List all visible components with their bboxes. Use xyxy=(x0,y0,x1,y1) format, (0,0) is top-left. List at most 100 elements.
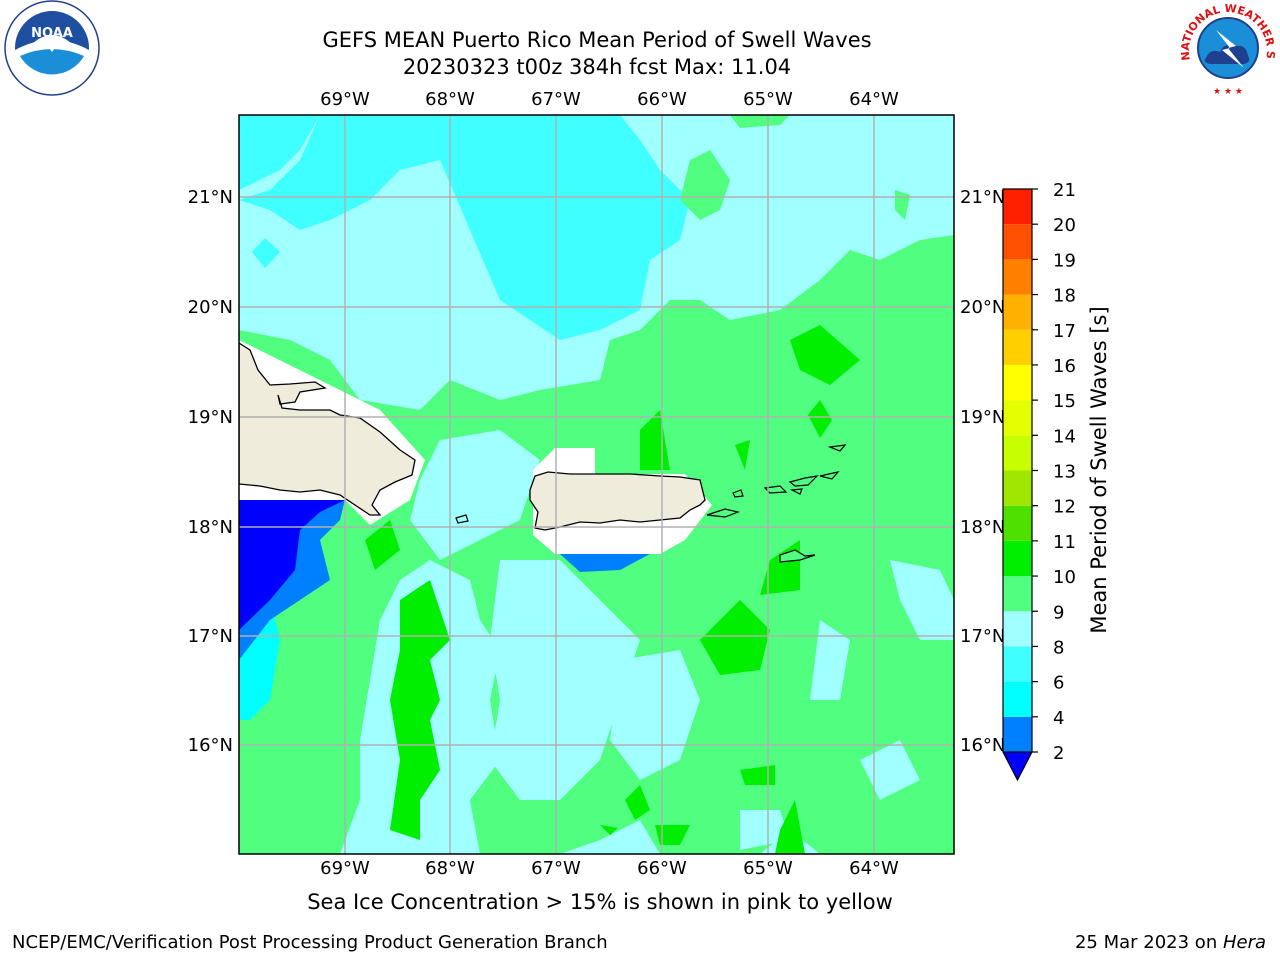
colorbar-tick-label: 13 xyxy=(1053,462,1076,483)
colorbar-band xyxy=(1003,189,1032,225)
colorbar-band xyxy=(1003,294,1032,330)
colorbar: 2 4 6 8 9 10 11 12 13 14 15 16 17 18 19 20 21 xyxy=(1002,180,1076,782)
lat-label: 19°N xyxy=(188,407,233,428)
island xyxy=(732,489,744,498)
contour-8-9 xyxy=(610,650,700,780)
lon-label: 69°W xyxy=(320,89,370,110)
colorbar-band xyxy=(1003,400,1032,436)
colorbar-extension xyxy=(1002,751,1033,782)
colorbar-band xyxy=(1003,329,1032,365)
colorbar-band xyxy=(1003,681,1032,717)
contour-6-8 xyxy=(239,115,690,340)
colorbar-tick-label: 16 xyxy=(1053,356,1076,377)
colorbar-tick-label: 9 xyxy=(1053,602,1064,623)
island xyxy=(789,488,803,495)
contour-10-11 xyxy=(700,600,770,675)
contour-8-9 xyxy=(740,810,790,850)
contour-below-2 xyxy=(239,500,345,630)
lat-label: 18°N xyxy=(960,517,1005,538)
colorbar-tick-label: 20 xyxy=(1053,215,1076,236)
colorbar-band xyxy=(1003,224,1032,260)
contour-10-11 xyxy=(775,800,805,854)
lon-labels-bottom: 69°W 68°W 67°W 66°W 65°W 64°W xyxy=(320,858,899,879)
lon-label: 64°W xyxy=(849,89,899,110)
contour-10-11 xyxy=(790,325,860,385)
lon-label: 65°W xyxy=(743,858,793,879)
island xyxy=(779,549,816,563)
contour-10-11 xyxy=(390,580,450,840)
graticule xyxy=(239,115,954,854)
contour-field xyxy=(239,115,954,854)
contour-10-11 xyxy=(740,765,775,785)
colorbar-tick-label: 4 xyxy=(1053,708,1064,729)
colorbar-tick-label: 15 xyxy=(1053,391,1076,412)
chart-subtitle: 20230323 t00z 384h fcst Max: 11.04 xyxy=(402,55,792,79)
colorbar-tick-label: 21 xyxy=(1053,180,1076,201)
lat-label: 16°N xyxy=(960,735,1005,756)
footer-credit: NCEP/EMC/Verification Post Processing Pr… xyxy=(12,932,608,953)
colorbar-band xyxy=(1003,259,1032,295)
lat-label: 20°N xyxy=(188,297,233,318)
nws-logo-icon: NATIONAL WEATHER SERVICE ★ ★ ★ xyxy=(1176,0,1277,97)
island xyxy=(788,475,819,487)
noaa-logo-icon: NOAA xyxy=(4,0,100,96)
contour-9-10 xyxy=(730,115,790,128)
lon-label: 66°W xyxy=(637,858,687,879)
lon-label: 68°W xyxy=(425,858,475,879)
contour-9-10 xyxy=(680,150,730,220)
contour-6-8 xyxy=(252,238,280,268)
colorbar-tick-label: 14 xyxy=(1053,426,1076,447)
contour-10-11 xyxy=(655,825,690,845)
colorbar-tick-label: 17 xyxy=(1053,321,1076,342)
land-hispaniola xyxy=(239,342,416,516)
colorbar-tick-label: 6 xyxy=(1053,673,1064,694)
contour-10-11 xyxy=(625,785,650,820)
lat-label: 21°N xyxy=(960,187,1005,208)
colorbar-band xyxy=(1003,540,1032,577)
chart-title: GEFS MEAN Puerto Rico Mean Period of Swe… xyxy=(322,28,872,52)
contour-6-8 xyxy=(239,115,320,190)
lat-label: 16°N xyxy=(188,735,233,756)
contour-2-4 xyxy=(560,554,650,572)
colorbar-tick-label: 8 xyxy=(1053,637,1064,658)
lon-labels-top: 69°W 68°W 67°W 66°W 65°W 64°W xyxy=(320,89,899,110)
lat-label: 19°N xyxy=(960,407,1005,428)
island xyxy=(827,444,847,452)
contour-8-9 xyxy=(490,560,640,800)
lon-label: 69°W xyxy=(320,858,370,879)
lat-label: 20°N xyxy=(960,297,1005,318)
island xyxy=(819,471,840,480)
contour-8-9 xyxy=(860,740,920,800)
colorbar-label: Mean Period of Swell Waves [s] xyxy=(1087,306,1111,633)
lon-label: 67°W xyxy=(531,858,581,879)
lat-label: 17°N xyxy=(960,626,1005,647)
lat-label: 21°N xyxy=(188,187,233,208)
footer-machine: Hera xyxy=(1222,932,1266,953)
contour-10-11 xyxy=(600,825,618,835)
map-frame xyxy=(238,114,955,855)
colorbar-tick-label: 11 xyxy=(1053,532,1076,553)
colorbar-tick-label: 19 xyxy=(1053,250,1076,271)
lon-label: 64°W xyxy=(849,858,899,879)
contour-10-11 xyxy=(808,400,832,438)
colorbar-tick-label: 18 xyxy=(1053,286,1076,307)
caption: Sea Ice Concentration > 15% is shown in … xyxy=(0,890,1280,914)
colorbar-band xyxy=(1003,470,1032,506)
lat-labels-right: 21°N 20°N 19°N 18°N 17°N 16°N xyxy=(960,187,1005,756)
footer-date: 25 Mar 2023 on Hera xyxy=(1075,932,1266,953)
colorbar-band xyxy=(1003,716,1032,752)
lon-label: 67°W xyxy=(531,89,581,110)
lon-label: 65°W xyxy=(743,89,793,110)
caption-text: Sea Ice Concentration > 15% is shown in … xyxy=(307,890,893,914)
svg-text:★ ★ ★: ★ ★ ★ xyxy=(1213,87,1243,97)
lat-labels-left: 21°N 20°N 19°N 18°N 17°N 16°N xyxy=(188,187,233,756)
noaa-logo-text: NOAA xyxy=(31,26,73,41)
colorbar-tick-label: 2 xyxy=(1053,743,1064,764)
lon-label: 66°W xyxy=(637,89,687,110)
contour-8-9 xyxy=(890,560,954,640)
island xyxy=(455,514,469,524)
colorbar-band xyxy=(1003,505,1032,541)
lon-label: 68°W xyxy=(425,89,475,110)
contour-10-11 xyxy=(365,520,400,570)
